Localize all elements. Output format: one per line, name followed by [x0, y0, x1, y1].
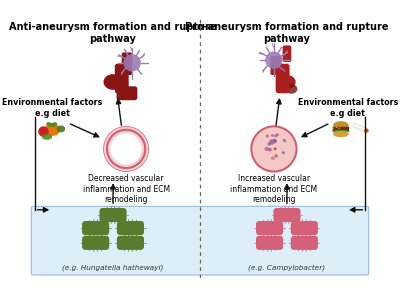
- Ellipse shape: [104, 74, 123, 90]
- Circle shape: [104, 126, 149, 172]
- Circle shape: [364, 129, 368, 133]
- Ellipse shape: [336, 127, 337, 128]
- FancyBboxPatch shape: [333, 127, 349, 131]
- Circle shape: [274, 154, 278, 158]
- Circle shape: [276, 133, 279, 136]
- Circle shape: [274, 135, 277, 138]
- Circle shape: [272, 139, 277, 143]
- Ellipse shape: [46, 122, 53, 127]
- FancyBboxPatch shape: [82, 236, 109, 250]
- Text: Increased vascular
inflammation and ECM
remodeling: Increased vascular inflammation and ECM …: [230, 174, 318, 204]
- Circle shape: [282, 151, 285, 154]
- Text: Anti-aneurysm formation and rupture
pathway: Anti-aneurysm formation and rupture path…: [9, 22, 217, 44]
- FancyBboxPatch shape: [291, 236, 318, 250]
- Circle shape: [110, 133, 142, 165]
- Circle shape: [264, 147, 269, 151]
- Circle shape: [124, 54, 141, 72]
- Ellipse shape: [56, 125, 65, 132]
- Ellipse shape: [44, 124, 60, 136]
- Ellipse shape: [333, 131, 349, 137]
- FancyBboxPatch shape: [116, 86, 137, 100]
- Text: (e.g. Campylobacter): (e.g. Campylobacter): [248, 264, 326, 271]
- FancyBboxPatch shape: [256, 221, 283, 235]
- Ellipse shape: [50, 122, 57, 127]
- FancyBboxPatch shape: [291, 221, 318, 235]
- Circle shape: [266, 135, 269, 138]
- Ellipse shape: [278, 75, 296, 89]
- Ellipse shape: [333, 121, 349, 130]
- FancyBboxPatch shape: [117, 221, 144, 235]
- Circle shape: [268, 148, 272, 151]
- Circle shape: [270, 139, 274, 145]
- Circle shape: [274, 148, 276, 150]
- Circle shape: [38, 126, 49, 137]
- FancyBboxPatch shape: [100, 208, 127, 222]
- FancyBboxPatch shape: [273, 208, 300, 222]
- FancyBboxPatch shape: [117, 236, 144, 250]
- Circle shape: [251, 126, 296, 172]
- Circle shape: [271, 134, 274, 137]
- Text: Environmental factors
e.g diet: Environmental factors e.g diet: [2, 98, 102, 118]
- FancyBboxPatch shape: [276, 64, 290, 93]
- Ellipse shape: [285, 84, 297, 94]
- Ellipse shape: [338, 127, 340, 129]
- Text: Environmental factors
e.g diet: Environmental factors e.g diet: [298, 98, 398, 118]
- FancyBboxPatch shape: [283, 45, 291, 62]
- FancyBboxPatch shape: [270, 56, 281, 75]
- Circle shape: [268, 142, 271, 146]
- FancyBboxPatch shape: [352, 123, 369, 133]
- FancyBboxPatch shape: [256, 236, 283, 250]
- Ellipse shape: [332, 130, 350, 133]
- Circle shape: [265, 52, 283, 69]
- Circle shape: [283, 139, 286, 142]
- Ellipse shape: [42, 134, 52, 140]
- FancyBboxPatch shape: [115, 64, 129, 93]
- Text: Pro-aneurysm formation and rupture
pathway: Pro-aneurysm formation and rupture pathw…: [185, 22, 389, 44]
- FancyBboxPatch shape: [122, 52, 132, 75]
- Circle shape: [271, 156, 275, 160]
- Circle shape: [271, 140, 274, 144]
- Text: (e.g. Hungatella hathewayi): (e.g. Hungatella hathewayi): [62, 264, 164, 271]
- Text: Decreased vascular
inflammation and ECM
remodeling: Decreased vascular inflammation and ECM …: [82, 174, 170, 204]
- FancyBboxPatch shape: [31, 206, 369, 275]
- FancyBboxPatch shape: [82, 221, 109, 235]
- Ellipse shape: [332, 127, 334, 129]
